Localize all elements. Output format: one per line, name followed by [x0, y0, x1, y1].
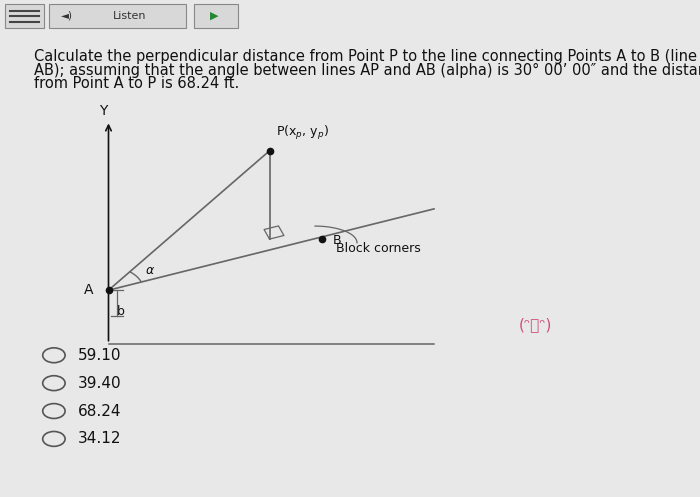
Text: 34.12: 34.12: [78, 431, 121, 446]
FancyBboxPatch shape: [49, 4, 186, 28]
FancyBboxPatch shape: [193, 4, 237, 28]
Text: 39.40: 39.40: [78, 376, 121, 391]
Text: 68.24: 68.24: [78, 404, 121, 418]
Text: ◄): ◄): [62, 10, 74, 20]
Text: Block corners: Block corners: [336, 242, 421, 255]
Text: ▶: ▶: [210, 10, 218, 20]
Text: Listen: Listen: [113, 10, 146, 20]
Text: b: b: [117, 305, 125, 318]
Text: AB); assuming that the angle between lines AP and AB (alpha) is 30° 00’ 00″ and : AB); assuming that the angle between lin…: [34, 63, 700, 78]
Text: from Point A to P is 68.24 ft.: from Point A to P is 68.24 ft.: [34, 77, 239, 91]
Text: 59.10: 59.10: [78, 348, 121, 363]
FancyBboxPatch shape: [5, 4, 44, 28]
Text: A: A: [83, 283, 93, 297]
Text: P(x$_p$, y$_p$): P(x$_p$, y$_p$): [276, 124, 330, 142]
Text: Y: Y: [99, 104, 108, 118]
Text: B: B: [332, 235, 341, 248]
Text: $\alpha$: $\alpha$: [146, 264, 155, 277]
Text: (ᵔᴥᵔ): (ᵔᴥᵔ): [519, 318, 552, 332]
Text: Calculate the perpendicular distance from Point P to the line connecting Points : Calculate the perpendicular distance fro…: [34, 49, 696, 64]
